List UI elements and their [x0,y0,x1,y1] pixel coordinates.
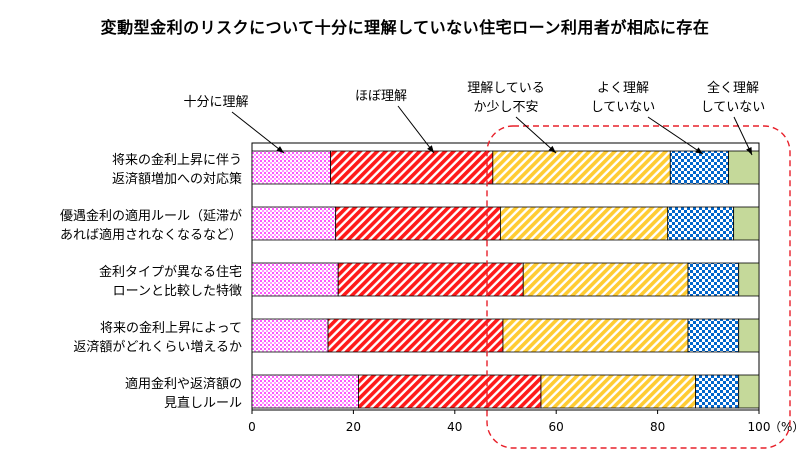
bar-segment-3-2 [337,262,524,297]
callout-line-3 [515,116,557,154]
bar-segment-2-2 [335,206,501,241]
callout-arrowhead-1 [276,146,284,153]
callout-line-2 [397,105,435,154]
category-label-1: 将来の金利上昇に伴う返済額増加への対応策 [112,152,242,187]
bar-segment-3-3 [522,262,689,297]
bar-segment-1-3 [492,150,671,185]
bar-segment-2-3 [500,206,669,241]
callout-arrowhead-3 [548,145,556,153]
x-tick-label-80: 80 [650,420,665,434]
category-label-4: 将来の金利上昇によって返済額がどれくらい増えるか [73,320,242,355]
highlight-dashed-outline [486,125,791,449]
bar-segment-5-4 [695,374,740,409]
bar-segment-4-5 [738,318,760,353]
callout-arrowhead-4 [695,147,703,154]
category-label-3: 金利タイプが異なる住宅ローンと比較した特徴 [99,264,242,299]
bar-segment-4-2 [327,318,504,353]
bar-segment-5-5 [738,374,760,409]
category-label-2: 優遇金利の適用ルール（延滞があれば適用されなくなるなど） [60,208,242,243]
legend-callout-4: よく理解していない [591,81,656,115]
bar-segment-4-4 [687,318,740,353]
bar-segment-2-5 [733,206,760,241]
callout-arrowhead-2 [427,145,434,153]
bar-segment-3-4 [687,262,740,297]
x-unit-label: （%） [769,420,804,434]
bar-segment-4-3 [502,318,689,353]
category-label-5: 適用金利や返済額の見直しルール [125,376,242,411]
bar-segment-2-1 [251,206,337,241]
bar-segment-1-5 [728,150,760,185]
x-tick-label-100: 100 [748,420,771,434]
x-tick-label-20: 20 [346,420,361,434]
legend-callout-5: 全く理解していない [701,80,766,115]
x-tick-label-40: 40 [447,420,462,434]
callout-arrowhead-5 [746,147,752,155]
x-tick-label-0: 0 [248,420,256,434]
bar-segment-5-1 [251,374,359,409]
bar-segment-1-2 [330,150,494,185]
legend-callout-2: ほぼ理解 [355,89,407,104]
legend-callout-3: 理解しているか少し不安 [467,81,545,115]
bar-segment-5-2 [358,374,542,409]
legend-callout-1: 十分に理解 [183,95,248,110]
x-tick-label-60: 60 [549,420,564,434]
bar-segment-5-3 [540,374,697,409]
bar-segment-1-1 [251,150,331,185]
bar-segment-3-5 [738,262,760,297]
bar-segment-4-1 [251,318,329,353]
callout-line-1 [231,111,285,154]
bar-segment-2-4 [667,206,735,241]
bar-segment-3-1 [251,262,339,297]
bar-segment-1-4 [669,150,729,185]
chart-title: 変動型金利のリスクについて十分に理解していない住宅ローン利用者が相応に存在 [100,18,710,37]
callout-line-4 [647,116,704,155]
